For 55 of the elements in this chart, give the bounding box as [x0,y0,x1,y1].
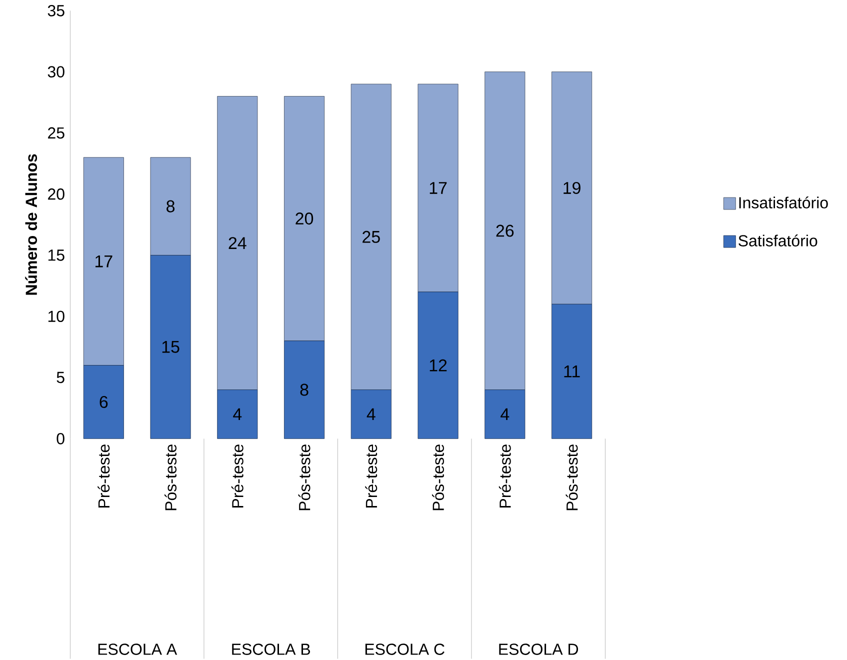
x-tick-label: Pós-teste [432,444,444,510]
data-label: 11 [564,366,580,378]
data-label: 4 [500,408,510,420]
x-tick-label: Pré-teste [365,444,378,508]
data-label: 25 [362,230,380,243]
bar [350,84,392,390]
text: ESCOLA D [499,644,578,655]
legend-label: Satisfatório [738,234,818,246]
bar [552,304,592,439]
y-tick-label: 30 [48,66,64,78]
data-label: 12 [430,359,447,372]
bar [150,157,191,256]
data-label: 26 [496,224,514,237]
bar [418,292,458,439]
data-label: 19 [564,182,580,194]
bar [217,96,258,390]
data-label: 17 [96,256,112,268]
x-tick-label: Pós-teste [566,444,578,510]
y-tick-label: 5 [56,372,64,384]
text: ESCOLA A [98,644,178,655]
y-tick-label: 25 [48,127,64,139]
data-label: 8 [166,200,175,212]
y-tick-label: 35 [48,5,64,16]
bar [83,157,124,366]
y-tick-label: 10 [48,310,64,322]
y-tick-label: 0 [56,433,64,444]
bar [150,255,191,439]
legend-label: Insatisfatório [739,196,828,208]
bar [484,72,526,390]
data-label: 24 [228,237,246,249]
bar [284,340,325,439]
data-label: 15 [162,341,180,353]
data-label: 4 [366,408,376,420]
x-tick-label: Pós-teste [164,444,176,510]
data-label: 8 [300,384,308,396]
x-tick-label: Pré-teste [231,444,244,508]
text: ESCOLA B [232,644,310,655]
data-label: 20 [296,212,314,225]
bar [418,84,458,292]
y-tick-label: 15 [48,250,64,261]
y-axis-title: Número de Alunos [25,154,38,295]
bar [484,390,526,439]
bar [350,390,392,439]
x-tick-label: Pré-teste [498,444,511,508]
data-label: 17 [430,182,447,194]
bar [284,96,325,342]
bar [217,390,258,439]
data-label: 6 [100,396,108,408]
data-label: 4 [233,408,242,420]
x-tick-label: Pós-teste [298,444,310,510]
y-tick-label: 20 [48,188,64,200]
text: ESCOLA C [365,644,444,655]
bar [83,365,124,439]
x-tick-label: Pré-teste [98,444,110,508]
bar [552,72,592,304]
